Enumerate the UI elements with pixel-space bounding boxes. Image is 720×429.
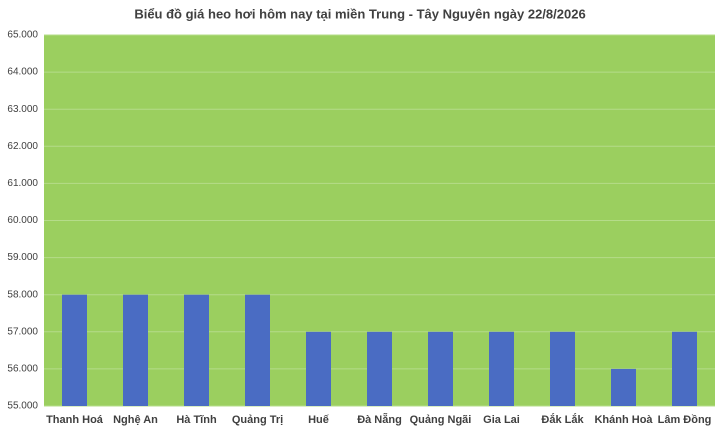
x-tick-label: Gia Lai (483, 414, 520, 426)
bar (672, 331, 697, 406)
x-tick-label: Quảng Ngãi (410, 414, 472, 426)
x-tick-label: Nghệ An (113, 414, 158, 426)
bar (306, 331, 331, 406)
x-tick-label: Thanh Hoá (46, 414, 104, 426)
y-tick-label: 59.000 (7, 252, 38, 263)
chart-title: Biểu đồ giá heo hơi hôm nay tại miền Tru… (134, 6, 585, 21)
bar (123, 294, 148, 406)
bar (611, 368, 636, 406)
y-tick-label: 57.000 (7, 326, 38, 337)
x-tick-label: Huế (308, 414, 330, 426)
bar (367, 331, 392, 406)
y-tick-label: 62.000 (7, 141, 38, 152)
x-tick-label: Lâm Đồng (658, 414, 712, 426)
y-tick-label: 56.000 (7, 364, 38, 375)
x-tick-label: Hà Tĩnh (176, 414, 217, 426)
bar (184, 294, 209, 406)
x-tick-label: Quảng Trị (232, 414, 283, 426)
y-tick-label: 58.000 (7, 289, 38, 300)
bar (550, 331, 575, 406)
x-tick-label: Đà Nẵng (357, 413, 402, 426)
bar (489, 331, 514, 406)
y-tick-label: 55.000 (7, 401, 38, 412)
y-tick-label: 61.000 (7, 178, 38, 189)
bar (245, 294, 270, 406)
x-tick-label: Khánh Hoà (594, 414, 653, 426)
y-tick-label: 60.000 (7, 215, 38, 226)
y-tick-label: 65.000 (7, 30, 38, 41)
x-tick-label: Đắk Lắk (541, 413, 584, 426)
bar (62, 294, 87, 406)
y-tick-label: 64.000 (7, 67, 38, 78)
y-tick-label: 63.000 (7, 104, 38, 115)
bar (428, 331, 453, 406)
